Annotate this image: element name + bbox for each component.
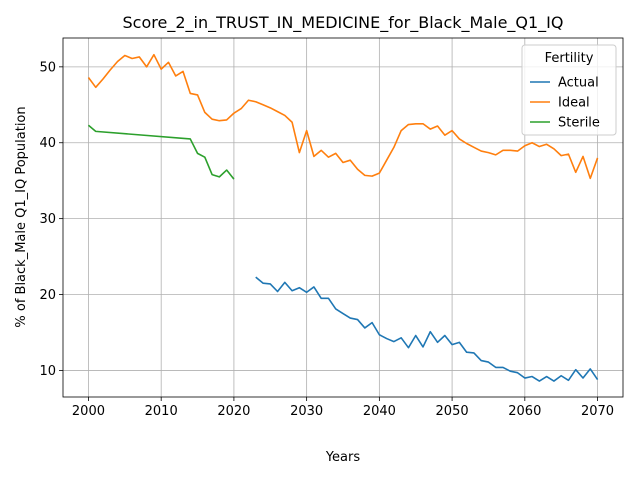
x-tick-label: 2050: [436, 404, 469, 419]
x-tick-label: 2020: [217, 404, 250, 419]
y-tick-label: 50: [39, 60, 56, 75]
legend: Fertility Actual Ideal Sterile: [521, 44, 617, 136]
y-tick-label: 10: [39, 364, 56, 379]
x-tick-label: 2070: [581, 404, 614, 419]
x-tick-label: 2030: [290, 404, 323, 419]
x-tick-label: 2010: [145, 404, 178, 419]
series-line-sterile: [87, 124, 235, 180]
x-tick-label: 2040: [363, 404, 396, 419]
legend-label-sterile: Sterile: [558, 116, 600, 131]
y-tick-label: 40: [39, 136, 56, 151]
y-axis-ticks: 10 20 30 40 50: [39, 60, 63, 379]
legend-title: Fertility: [545, 51, 594, 66]
legend-box: [521, 44, 617, 136]
legend-label-actual: Actual: [558, 76, 599, 91]
legend-label-ideal: Ideal: [558, 96, 590, 111]
x-axis-ticks: 2000 2010 2020 2030 2040 2050 2060 2070: [72, 397, 614, 419]
series-lines: [87, 53, 599, 382]
series-line-actual: [255, 276, 599, 382]
y-axis-label: % of Black_Male Q1_IQ Population: [14, 106, 29, 327]
y-tick-label: 20: [39, 288, 56, 303]
y-tick-label: 30: [39, 212, 56, 227]
x-axis-label: Years: [325, 450, 361, 465]
x-tick-label: 2000: [72, 404, 105, 419]
plot-frame: [62, 37, 624, 398]
x-tick-label: 2060: [508, 404, 541, 419]
series-line-ideal: [87, 53, 599, 180]
chart-title: Score_2_in_TRUST_IN_MEDICINE_for_Black_M…: [123, 13, 564, 33]
